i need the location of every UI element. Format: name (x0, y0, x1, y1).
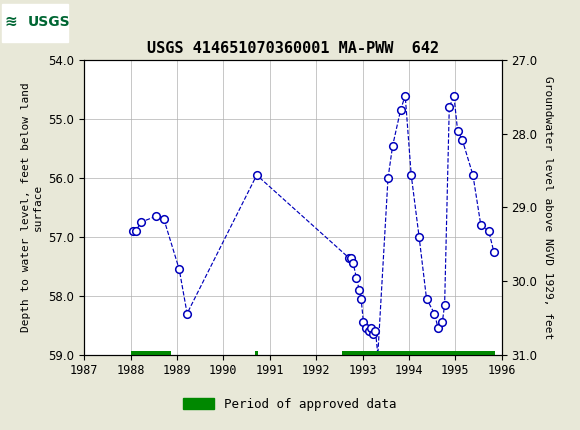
Bar (2, 3, 68, 42)
Text: ≋: ≋ (5, 14, 17, 29)
Y-axis label: Depth to water level, feet below land
surface: Depth to water level, feet below land su… (21, 83, 43, 332)
Y-axis label: Groundwater level above NGVD 1929, feet: Groundwater level above NGVD 1929, feet (543, 76, 553, 339)
Bar (342, 351, 495, 359)
Legend: Period of approved data: Period of approved data (178, 393, 402, 416)
Bar (255, 351, 258, 359)
Bar (130, 351, 171, 359)
Text: USGS: USGS (28, 15, 70, 29)
Title: USGS 414651070360001 MA-PWW  642: USGS 414651070360001 MA-PWW 642 (147, 41, 439, 56)
